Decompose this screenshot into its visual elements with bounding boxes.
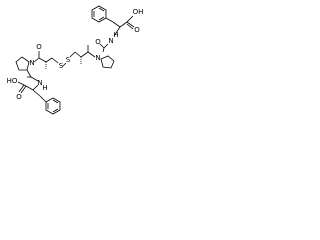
bond [26,69,32,78]
atom-label: HO [7,77,18,85]
bond [52,108,59,113]
atom-label: N [108,37,113,45]
atom-labels: OH O H N O N S S O N HO O N H [7,8,144,101]
bond [113,26,121,37]
bonds [15,5,135,115]
bond [112,21,121,28]
bond [87,51,96,58]
bond [126,15,134,23]
bond [18,84,25,93]
bond [126,23,134,30]
bond [80,51,89,58]
atom-label: H [113,31,118,39]
atom-label: O [134,26,140,34]
atom-label: O [95,38,101,46]
bond [20,85,27,94]
bond [32,89,41,97]
bond [45,57,53,63]
atom-label: S [59,62,64,70]
atom-label: N [37,79,42,87]
bond [62,62,67,67]
atom-label: OH [133,8,144,16]
bond [33,57,40,63]
proline-ring [15,56,30,71]
bond [103,43,109,49]
bond [38,57,47,63]
bond [30,76,39,82]
bond [25,85,34,91]
bond [119,21,128,28]
atom-label: N [29,59,34,67]
molecule-diagram: OH O H N O N S S O N HO O N H [7,5,144,115]
bond [69,51,76,58]
phenyl-ring [45,97,61,115]
bond [102,47,105,53]
proline-ring [100,55,115,69]
bond [17,81,27,87]
bond [126,21,135,28]
atom-label: O [36,43,42,51]
bond [32,84,39,91]
bond [52,99,59,104]
bond [51,57,59,64]
atom-label: H [42,84,47,92]
atom-label: O [16,93,22,101]
bond [39,95,47,103]
bond [74,51,82,58]
bond [98,7,105,12]
bond [105,17,114,23]
atom-label: N [95,54,100,62]
atom-label: S [66,56,71,64]
bond [98,16,105,21]
bond [99,43,105,49]
